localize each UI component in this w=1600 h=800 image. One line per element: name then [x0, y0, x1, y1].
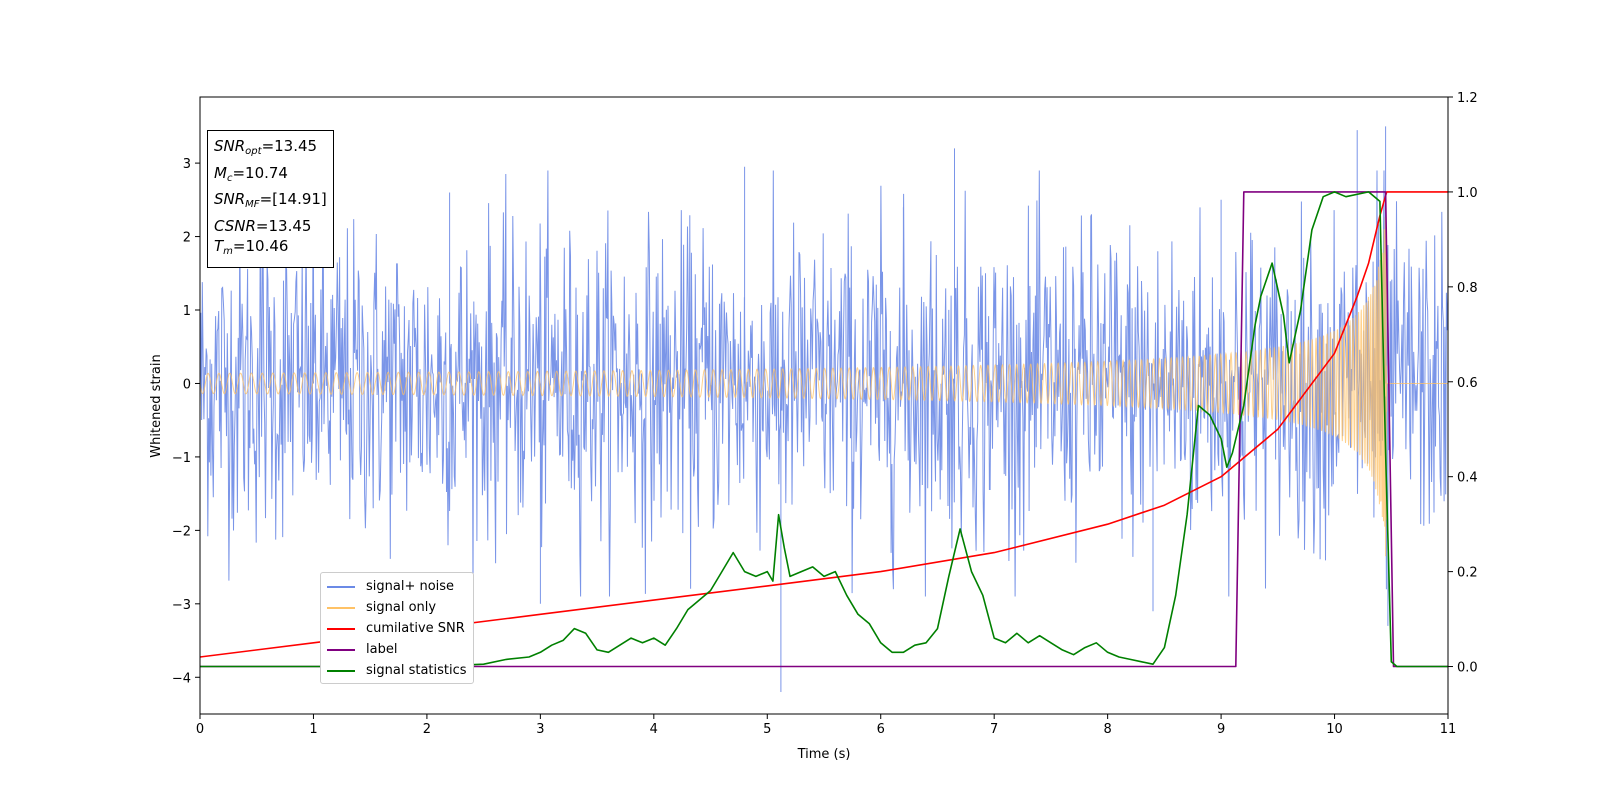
- annotation-box: SNRopt=13.45 Mc=10.74 SNRMF=[14.91] CSNR…: [207, 130, 334, 268]
- snr-mf-value: =[14.91]: [259, 190, 327, 208]
- x-tick-label: 4: [650, 722, 658, 737]
- legend-swatch: [327, 648, 355, 651]
- y-right-tick-label: 0.4: [1457, 471, 1478, 486]
- legend-item: label: [327, 639, 467, 660]
- y-right-tick-label: 0.6: [1457, 376, 1478, 391]
- legend-item: cumilative SNR: [327, 618, 467, 639]
- x-tick-label: 6: [877, 722, 885, 737]
- y-right-tick-label: 0.8: [1457, 281, 1478, 296]
- y-left-tick-label: 3: [183, 157, 191, 172]
- x-tick-label: 2: [423, 722, 431, 737]
- legend-swatch: [327, 627, 355, 630]
- y-left-tick-label: −3: [172, 598, 191, 613]
- snr-opt-value: =13.45: [261, 137, 318, 155]
- csnr-line: CSNR=13.45: [214, 216, 312, 235]
- legend-item: signal only: [327, 597, 467, 618]
- y-right-tick-label: 0.0: [1457, 661, 1478, 676]
- series-signal-statistics: [200, 191, 1448, 668]
- legend: signal+ noise signal only cumilative SNR…: [320, 572, 474, 684]
- plot-frame: [199, 96, 1449, 715]
- y-left-tick-label: −1: [172, 451, 191, 466]
- y-left-tick-label: 0: [183, 377, 191, 392]
- x-axis-label: Time (s): [797, 747, 851, 762]
- mc-line: Mc=10.74: [214, 163, 288, 184]
- x-tick-label: 5: [763, 722, 771, 737]
- legend-swatch: [327, 585, 355, 588]
- legend-item: signal statistics: [327, 660, 467, 681]
- snr-mf-line: SNRMF=[14.91]: [214, 190, 327, 210]
- y-right-tick-label: 1.0: [1457, 186, 1478, 201]
- y-axis-label: Whitened strain: [149, 354, 164, 457]
- legend-swatch: [327, 669, 355, 672]
- x-tick-label: 11: [1440, 722, 1457, 737]
- ticks-layer: 0 1 2 3 4 5 6 7 8 9 10 113210−1−2−3−41.21.00.80.60.…: [172, 91, 1478, 737]
- x-tick-label: 3: [536, 722, 544, 737]
- y-left-tick-label: 2: [183, 231, 191, 246]
- series-layer: [199, 126, 1449, 692]
- x-tick-label: 9: [1217, 722, 1225, 737]
- y-right-tick-label: 0.2: [1457, 566, 1478, 581]
- tm-line: Tm=10.46: [214, 237, 289, 257]
- y-left-tick-label: −2: [172, 524, 191, 539]
- x-tick-label: 10: [1326, 722, 1343, 737]
- series-cumulative-snr: [199, 191, 1448, 658]
- x-tick-label: 1: [309, 722, 317, 737]
- legend-swatch: [327, 606, 355, 609]
- y-left-tick-label: 1: [183, 304, 191, 319]
- csnr-value: =13.45: [255, 216, 312, 235]
- snr-opt-line: SNRopt=13.45: [214, 137, 318, 157]
- y-right-tick-label: 1.2: [1457, 91, 1478, 106]
- y-left-tick-label: −4: [172, 671, 191, 686]
- legend-item: signal+ noise: [327, 576, 467, 597]
- x-tick-label: 8: [1103, 722, 1111, 737]
- x-tick-label: 0: [196, 722, 204, 737]
- mc-value: =10.74: [232, 163, 288, 182]
- x-tick-label: 7: [990, 722, 998, 737]
- tm-value: =10.46: [232, 237, 289, 255]
